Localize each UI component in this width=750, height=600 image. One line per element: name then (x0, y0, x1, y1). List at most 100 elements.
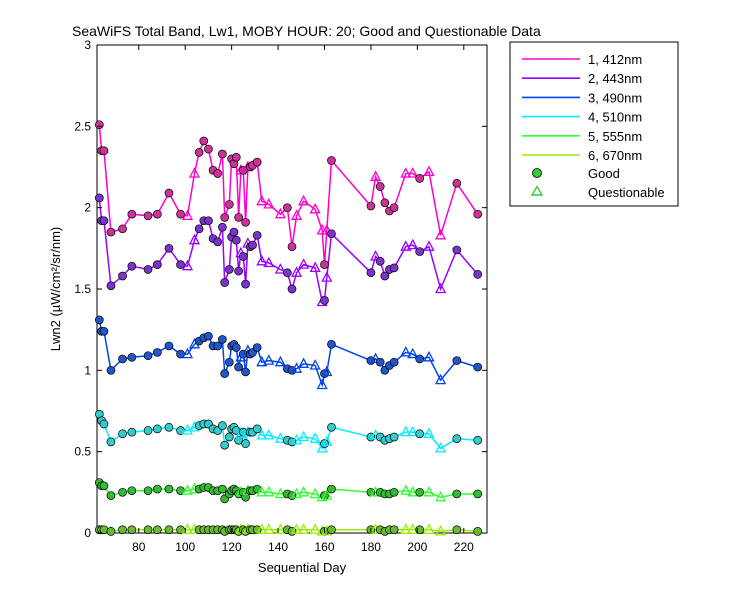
good-point (106, 437, 116, 447)
good-point (218, 335, 227, 344)
good-point (143, 351, 153, 361)
questionable-point (181, 424, 194, 435)
good-point (127, 209, 137, 219)
good-point (224, 265, 234, 274)
legend-questionable-label: Questionable (588, 185, 665, 200)
good-point (241, 217, 250, 227)
good-point (473, 270, 483, 279)
y-tick-label: 2.5 (74, 119, 91, 133)
good-point (241, 439, 250, 448)
good-point (229, 227, 239, 237)
good-point (194, 148, 204, 157)
x-tick-label: 140 (268, 540, 288, 554)
questionable-point (400, 346, 412, 357)
questionable-point (256, 429, 268, 440)
good-point (231, 343, 241, 352)
good-point (204, 216, 213, 226)
questionable-point (423, 350, 435, 362)
good-point (375, 182, 385, 191)
questionable-point (298, 194, 310, 206)
questionable-point (188, 167, 201, 178)
good-point (415, 247, 425, 256)
good-point (218, 222, 227, 232)
questionable-point (407, 167, 419, 178)
questionable-point (263, 198, 275, 209)
good-point (99, 481, 109, 491)
good-point (287, 284, 297, 294)
questionable-point (256, 485, 268, 497)
good-point (452, 489, 462, 499)
good-point (366, 201, 376, 211)
questionable-point (400, 167, 412, 178)
questionable-point (298, 357, 310, 368)
questionable-point (291, 523, 303, 534)
x-tick-label: 200 (407, 540, 427, 554)
x-tick-label: 160 (314, 540, 334, 554)
legend-label-3: 3, 490nm (588, 90, 642, 105)
good-point (164, 341, 174, 351)
questionable-point (274, 207, 286, 219)
good-point (224, 357, 234, 367)
good-point (231, 235, 241, 245)
legend-label-4: 4, 510nm (588, 110, 642, 125)
good-point (118, 354, 127, 364)
good-point (143, 265, 153, 274)
questionable-point (256, 194, 268, 206)
good-point (118, 224, 127, 234)
questionable-point (316, 378, 328, 390)
good-point (127, 352, 137, 362)
questionable-point (274, 487, 286, 499)
good-point (94, 120, 104, 130)
questionable-point (435, 490, 447, 502)
good-point (234, 362, 243, 372)
questionable-point (256, 523, 268, 534)
good-point (389, 203, 399, 213)
y-tick-label: 2 (84, 201, 91, 215)
good-point (327, 525, 336, 535)
good-point (389, 263, 399, 273)
questionable-point (423, 485, 435, 497)
good-point (127, 525, 137, 535)
good-point (106, 365, 116, 375)
questionable-point (321, 365, 333, 377)
questionable-point (309, 359, 321, 370)
questionable-point (274, 355, 286, 367)
good-point (153, 525, 162, 535)
questionable-point (309, 432, 321, 443)
good-point (153, 348, 162, 357)
questionable-point (321, 271, 333, 282)
good-point (143, 426, 153, 435)
good-point (220, 213, 230, 222)
questionable-point (400, 523, 412, 534)
good-point (224, 200, 234, 209)
good-point (473, 489, 483, 499)
questionable-point (321, 489, 333, 500)
good-point (164, 243, 174, 253)
good-point (287, 242, 297, 252)
questionable-point (263, 354, 275, 365)
x-tick-label: 180 (361, 540, 381, 554)
x-tick-label: 100 (175, 540, 195, 554)
legend-label-2: 2, 443nm (588, 71, 642, 86)
questionable-point (274, 432, 286, 443)
good-point (143, 525, 153, 535)
good-point (213, 169, 223, 178)
good-point (118, 487, 127, 497)
questionable-point (309, 523, 321, 534)
good-point (99, 146, 109, 156)
questionable-point (435, 373, 447, 385)
good-point (220, 278, 230, 287)
good-point (389, 357, 399, 367)
good-point (194, 224, 204, 234)
good-point (218, 149, 227, 159)
legend-good-label: Good (588, 166, 620, 181)
good-point (164, 525, 174, 535)
good-point (94, 315, 104, 325)
good-point (327, 484, 336, 494)
good-point (415, 174, 425, 183)
legend-questionable-marker (530, 185, 544, 196)
good-point (153, 209, 162, 219)
questionable-point (400, 484, 412, 495)
good-point (415, 354, 425, 364)
